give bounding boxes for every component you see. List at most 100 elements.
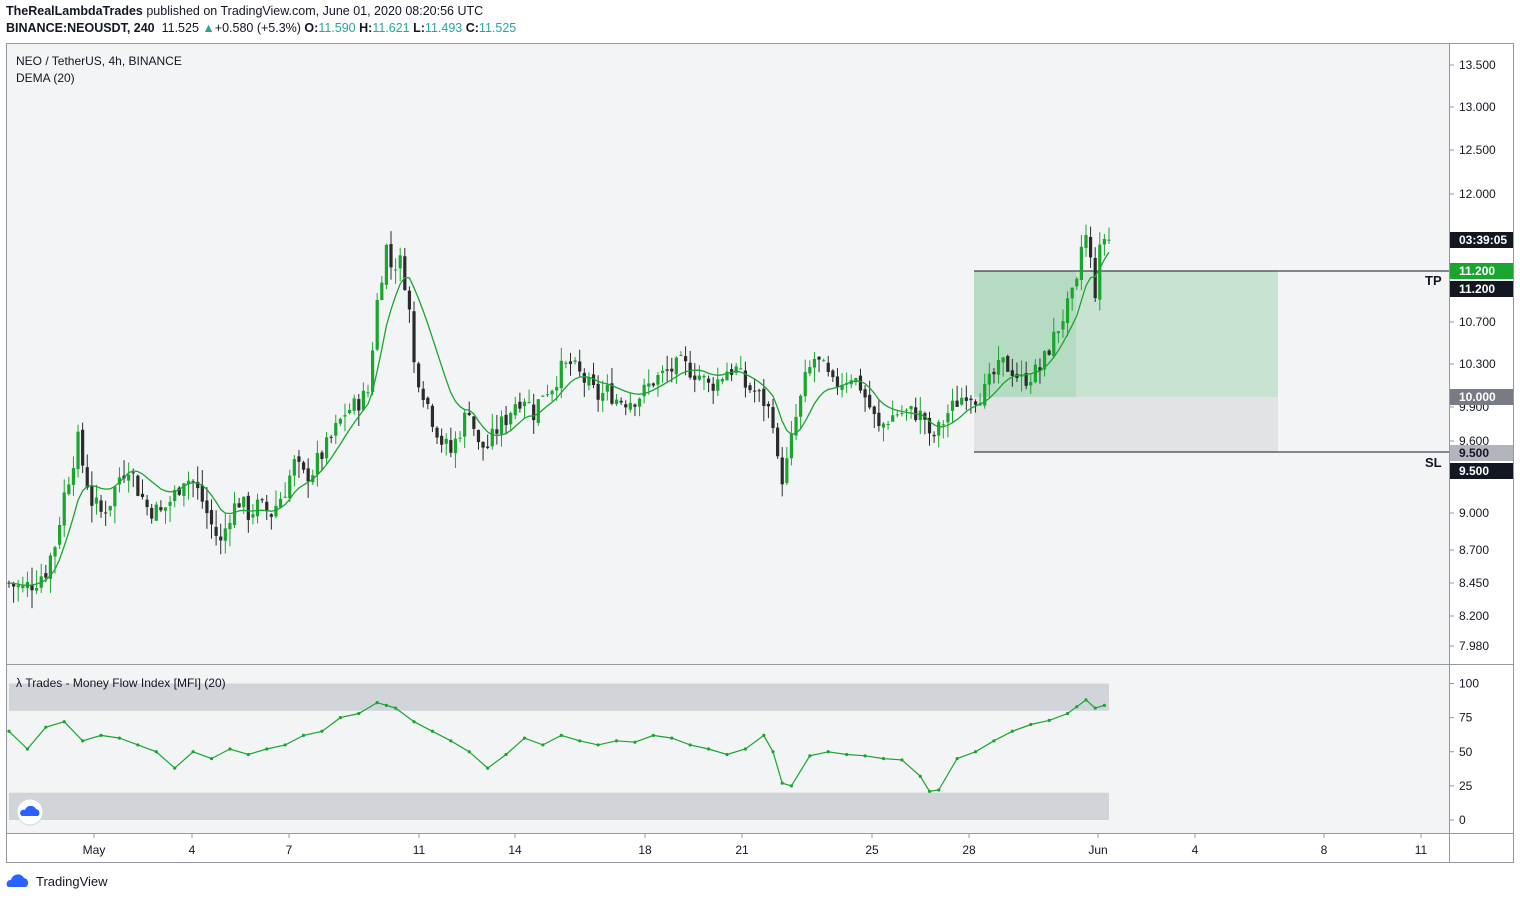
candle xyxy=(642,384,646,397)
candle xyxy=(716,379,720,391)
price-tick-label: 12.000 xyxy=(1459,187,1496,201)
candle xyxy=(656,375,660,385)
time-tick-label: 14 xyxy=(508,843,522,857)
candle xyxy=(380,282,384,301)
candle xyxy=(808,367,812,374)
mfi-point xyxy=(320,729,324,733)
candle xyxy=(407,290,412,310)
mfi-point xyxy=(826,750,830,754)
candle xyxy=(637,398,642,407)
mfi-point xyxy=(1010,729,1014,733)
price-change: +0.580 (+5.3%) xyxy=(214,21,301,35)
mfi-point xyxy=(246,752,250,757)
price-tick-label: 10.700 xyxy=(1459,315,1496,329)
candle xyxy=(81,429,85,466)
candle xyxy=(900,413,904,415)
candle xyxy=(527,402,531,404)
candle xyxy=(426,397,430,404)
published-text: published on TradingView.com, June 01, 2… xyxy=(146,4,484,18)
candle xyxy=(343,415,347,417)
candle xyxy=(702,375,706,378)
candle xyxy=(1093,257,1097,299)
candle xyxy=(582,372,586,383)
mfi-point xyxy=(283,743,287,747)
low-label: L: xyxy=(413,21,425,35)
candle xyxy=(444,438,448,444)
candle xyxy=(693,375,697,380)
mfi-point xyxy=(955,756,959,761)
time-tick-label: 4 xyxy=(189,843,196,857)
candle xyxy=(895,414,899,416)
candle xyxy=(1029,381,1033,386)
price-tick-label: 8.450 xyxy=(1459,576,1489,590)
candle xyxy=(499,416,504,435)
candle xyxy=(826,362,830,372)
candle xyxy=(1084,235,1088,248)
candle xyxy=(711,383,715,391)
candle xyxy=(1065,298,1070,324)
mfi-point xyxy=(992,739,996,743)
candle xyxy=(200,485,204,502)
candle xyxy=(766,403,771,407)
low-value: 11.493 xyxy=(424,21,463,35)
chart-svg[interactable]: 13.50013.00012.50012.00010.70010.3009.90… xyxy=(7,44,1513,862)
last-price: 11.525 xyxy=(161,21,199,35)
candle xyxy=(950,400,955,411)
candle xyxy=(1088,236,1093,258)
entry-price-label-bg xyxy=(1450,389,1513,405)
candle xyxy=(113,486,117,507)
candle xyxy=(881,423,886,428)
close-value: 11.525 xyxy=(478,21,517,35)
high-value: 11.621 xyxy=(372,21,410,35)
candle xyxy=(430,405,435,427)
mfi-point xyxy=(780,781,784,785)
candle xyxy=(370,350,375,393)
mfi-point xyxy=(1065,711,1070,716)
mfi-point xyxy=(743,747,748,751)
price-tick-label: 12.500 xyxy=(1459,143,1496,157)
footer-brand-text: TradingView xyxy=(36,873,108,889)
candle xyxy=(71,468,76,485)
candle xyxy=(246,495,250,521)
author-name[interactable]: TheRealLambdaTrades xyxy=(6,4,143,18)
candle xyxy=(269,514,273,517)
candle xyxy=(877,412,881,426)
candle xyxy=(831,370,835,378)
candle xyxy=(987,373,991,385)
candle xyxy=(854,378,858,383)
mfi-tick-label: 0 xyxy=(1459,813,1466,827)
mfi-point xyxy=(688,743,692,747)
price-tick-label: 8.700 xyxy=(1459,543,1489,557)
candle xyxy=(541,395,545,397)
time-tick-label: 11 xyxy=(1415,843,1428,857)
candle xyxy=(564,362,568,364)
candle xyxy=(403,256,407,291)
time-tick-label: 21 xyxy=(735,843,749,857)
chart-frame[interactable]: 13.500 13.000 12.500 12.000 10.700 10.300 9.90… xyxy=(6,43,1514,863)
candle xyxy=(697,375,701,380)
mfi-point xyxy=(881,756,886,761)
mfi-point xyxy=(62,720,66,724)
candle xyxy=(265,501,269,512)
candle xyxy=(44,573,48,578)
candle xyxy=(1038,367,1042,372)
candle xyxy=(136,475,140,496)
candle xyxy=(651,383,655,386)
candle xyxy=(117,477,122,485)
candle xyxy=(1098,244,1102,300)
candle xyxy=(568,361,573,364)
tradingview-badge[interactable] xyxy=(16,798,44,826)
candle xyxy=(706,378,711,383)
mfi-point xyxy=(504,752,508,757)
candle xyxy=(21,585,25,589)
candle xyxy=(513,404,517,416)
footer-brand[interactable]: TradingView xyxy=(6,873,108,889)
stop-loss-zone xyxy=(974,397,1278,452)
mfi-point xyxy=(338,716,342,720)
candle xyxy=(449,440,453,453)
mfi-point xyxy=(596,743,600,747)
candle xyxy=(886,423,890,425)
mfi-point xyxy=(136,743,140,747)
candle xyxy=(1102,238,1106,245)
candle xyxy=(863,389,867,398)
